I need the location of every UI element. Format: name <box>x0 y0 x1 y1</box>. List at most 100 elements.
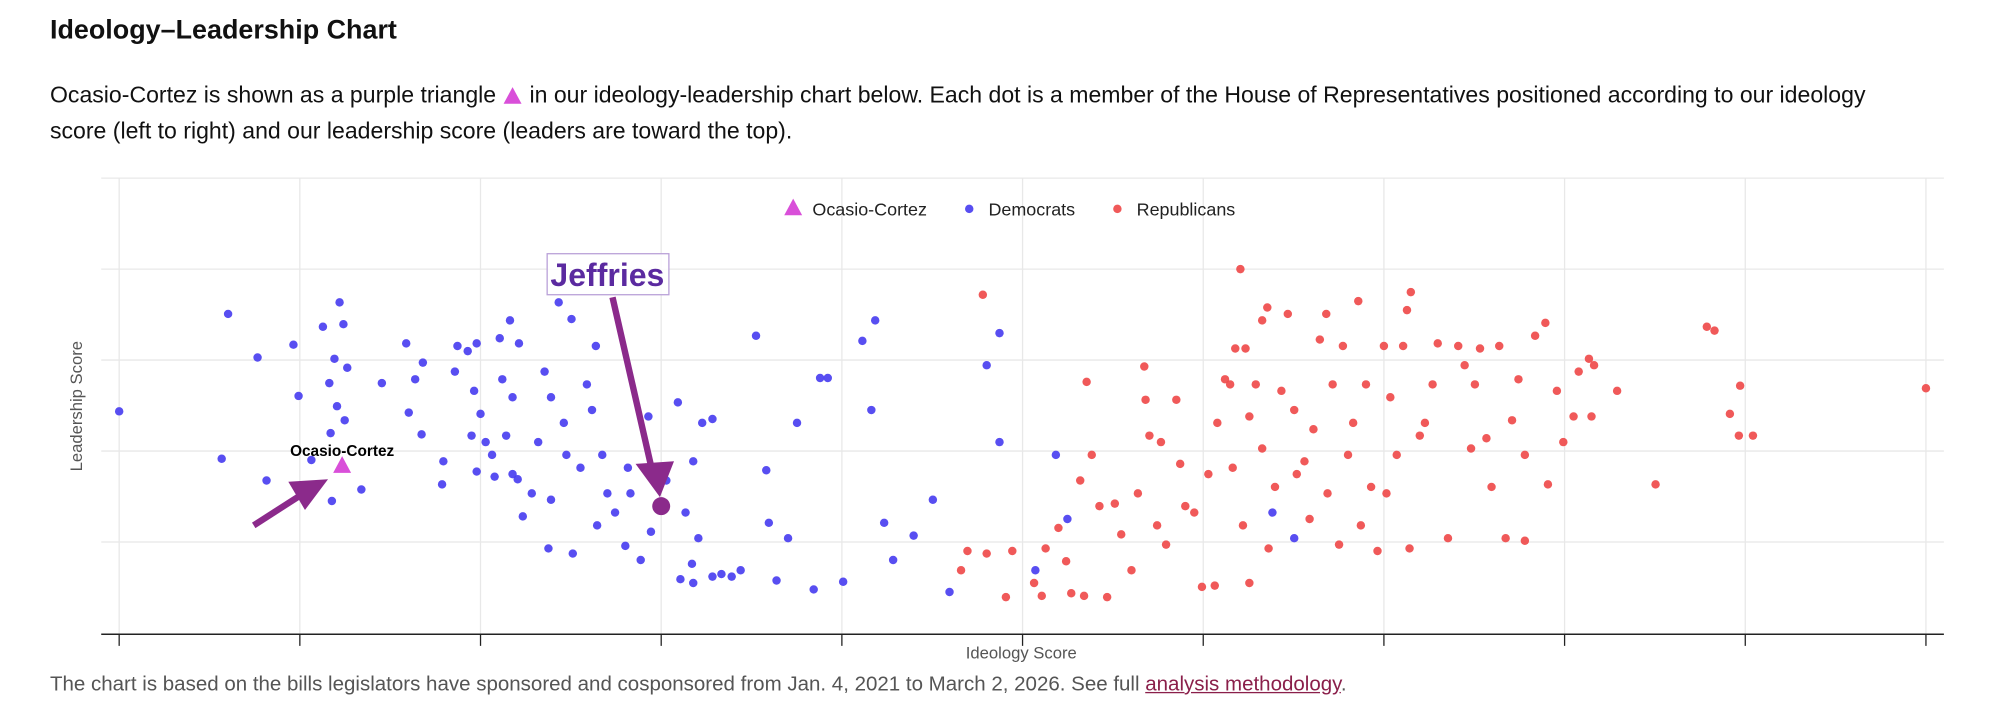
footer: The chart is based on the bills legislat… <box>50 674 1347 697</box>
point <box>1175 459 1185 469</box>
chart: Leadership Score Ideology Score Jeffries… <box>67 177 1944 663</box>
point <box>513 475 522 484</box>
point <box>472 339 481 348</box>
point <box>621 541 630 551</box>
point <box>838 577 848 586</box>
point <box>546 393 556 402</box>
point <box>945 587 954 597</box>
point <box>1305 514 1314 524</box>
point <box>1343 450 1353 460</box>
point <box>1241 344 1250 353</box>
point <box>1220 375 1230 384</box>
point <box>995 437 1004 447</box>
point <box>1507 416 1517 425</box>
point <box>928 495 938 504</box>
point <box>1530 331 1540 340</box>
point <box>697 418 707 428</box>
point <box>603 489 612 498</box>
point <box>1063 514 1072 524</box>
point <box>481 437 490 447</box>
triangle-point <box>333 456 352 473</box>
point <box>717 569 726 579</box>
point <box>294 391 303 401</box>
point <box>223 309 233 319</box>
point <box>1366 482 1376 492</box>
point <box>644 412 653 421</box>
point <box>495 334 504 343</box>
methodology-link[interactable]: analysis methodology <box>1145 674 1341 696</box>
point <box>1487 482 1496 492</box>
point <box>772 576 781 585</box>
legend-label: Ocasio-Cortez <box>812 199 927 219</box>
point <box>1587 412 1596 421</box>
point <box>262 476 271 485</box>
point <box>1734 431 1744 440</box>
point <box>1398 341 1408 351</box>
point <box>1574 367 1583 376</box>
point <box>1061 557 1071 566</box>
point <box>751 331 761 340</box>
point <box>505 316 515 325</box>
triangle-icon <box>503 87 522 104</box>
point <box>325 378 334 388</box>
point <box>1257 316 1267 325</box>
point <box>343 363 352 372</box>
point <box>1725 409 1735 419</box>
point <box>636 555 645 565</box>
point <box>476 409 485 419</box>
point <box>1420 418 1430 428</box>
point <box>501 431 511 440</box>
point <box>870 316 880 325</box>
point <box>982 360 991 370</box>
legend-label: Democrats <box>988 199 1075 219</box>
point <box>587 405 597 415</box>
point <box>527 489 537 498</box>
point <box>1133 489 1143 498</box>
point <box>1373 546 1382 556</box>
annotation-box <box>546 253 670 296</box>
point <box>1110 499 1120 508</box>
point <box>544 544 553 553</box>
arrow <box>609 296 657 478</box>
point <box>508 469 517 479</box>
annotation-arrows <box>251 253 675 529</box>
point <box>567 314 576 324</box>
point <box>764 518 774 528</box>
annotation: Ocasio-Cortez <box>290 443 394 460</box>
point <box>708 414 717 424</box>
point <box>1238 521 1248 530</box>
point <box>1300 457 1309 466</box>
point <box>1466 444 1476 453</box>
point <box>1145 431 1154 440</box>
point <box>687 559 697 569</box>
point <box>963 546 972 556</box>
point <box>1283 309 1293 319</box>
arrowhead <box>635 461 675 498</box>
point <box>410 375 420 384</box>
point <box>1651 480 1660 489</box>
point <box>1433 339 1442 348</box>
point <box>1264 544 1273 553</box>
point <box>598 450 607 460</box>
point <box>1197 582 1207 592</box>
point <box>792 418 802 428</box>
point <box>592 521 602 530</box>
point <box>995 328 1004 338</box>
point <box>217 454 226 463</box>
point <box>1475 344 1485 353</box>
point <box>1589 360 1599 370</box>
point <box>1225 380 1235 389</box>
point <box>676 574 685 584</box>
point <box>783 533 793 543</box>
point <box>809 585 818 594</box>
point <box>1263 303 1272 312</box>
point <box>1612 386 1622 396</box>
point <box>1495 341 1504 351</box>
point <box>1541 318 1550 328</box>
point <box>1514 375 1523 384</box>
point <box>1482 434 1491 443</box>
point <box>540 367 549 376</box>
point <box>1386 393 1395 402</box>
point <box>335 298 344 307</box>
point <box>1309 425 1318 434</box>
